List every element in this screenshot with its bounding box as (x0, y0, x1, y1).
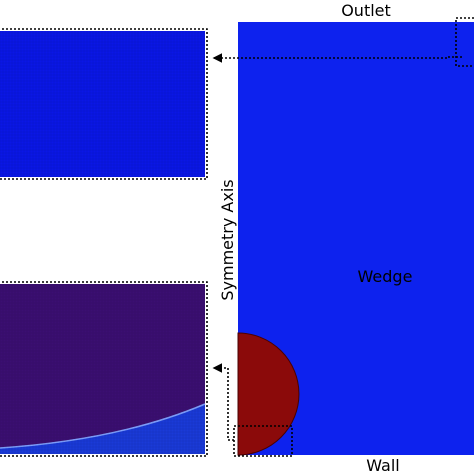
wall-zoom-panel (0, 281, 208, 457)
outlet-zoom-panel (0, 28, 208, 180)
wall-label: Wall (366, 456, 400, 474)
outlet-label: Outlet (341, 1, 391, 20)
connectors (212, 17, 474, 457)
wedge-label: Wedge (358, 267, 413, 286)
domain (237, 22, 474, 456)
symmetry-axis-label: Symmetry Axis (218, 179, 237, 300)
